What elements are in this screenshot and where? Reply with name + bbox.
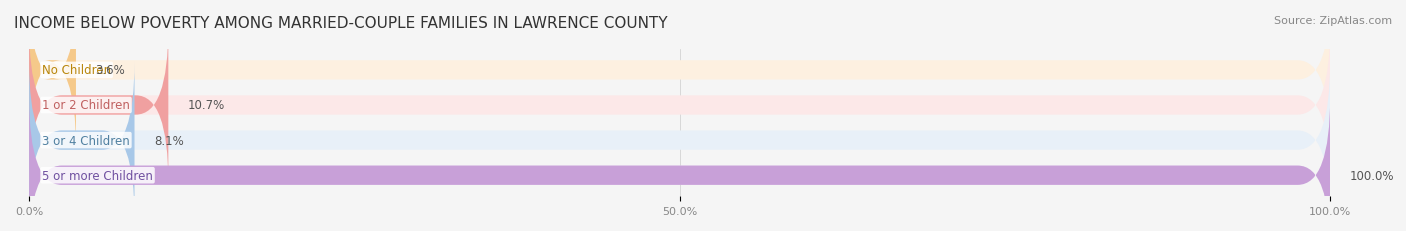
FancyBboxPatch shape xyxy=(30,28,169,183)
FancyBboxPatch shape xyxy=(30,63,135,218)
Text: 3.6%: 3.6% xyxy=(96,64,125,77)
Text: Source: ZipAtlas.com: Source: ZipAtlas.com xyxy=(1274,16,1392,26)
Text: 10.7%: 10.7% xyxy=(188,99,225,112)
FancyBboxPatch shape xyxy=(30,0,1330,148)
Text: 8.1%: 8.1% xyxy=(155,134,184,147)
Text: 3 or 4 Children: 3 or 4 Children xyxy=(42,134,129,147)
Text: 5 or more Children: 5 or more Children xyxy=(42,169,153,182)
FancyBboxPatch shape xyxy=(30,28,1330,183)
FancyBboxPatch shape xyxy=(30,0,76,148)
Text: INCOME BELOW POVERTY AMONG MARRIED-COUPLE FAMILIES IN LAWRENCE COUNTY: INCOME BELOW POVERTY AMONG MARRIED-COUPL… xyxy=(14,16,668,31)
FancyBboxPatch shape xyxy=(30,98,1330,231)
FancyBboxPatch shape xyxy=(30,63,1330,218)
Text: 100.0%: 100.0% xyxy=(1350,169,1395,182)
Text: 1 or 2 Children: 1 or 2 Children xyxy=(42,99,129,112)
Text: No Children: No Children xyxy=(42,64,111,77)
FancyBboxPatch shape xyxy=(30,98,1330,231)
